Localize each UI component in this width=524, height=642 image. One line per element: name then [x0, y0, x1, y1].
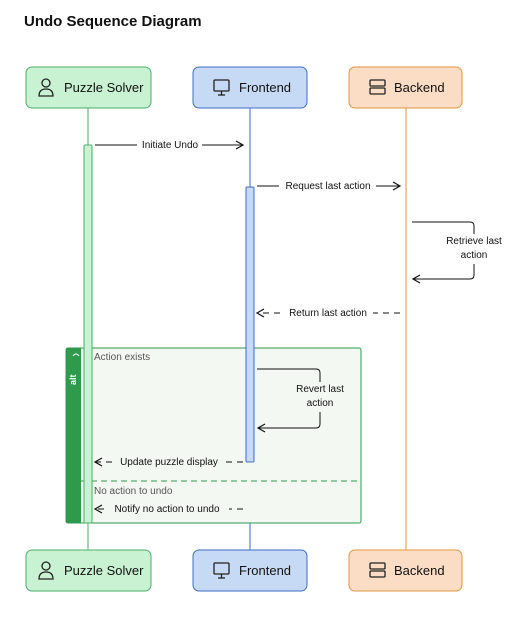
message-label: action [461, 250, 488, 261]
message-update-puzzle-display: Update puzzle display [93, 457, 243, 468]
participant-label: Backend [394, 563, 445, 578]
message-notify-no-action: Notify no action to undo [93, 504, 243, 515]
person-icon [38, 78, 54, 97]
participant-label: Puzzle Solver [64, 80, 144, 95]
participant-frontend-bottom[interactable]: Frontend [192, 549, 308, 592]
participant-backend-top[interactable]: Backend [348, 66, 463, 109]
message-return-last-action: Return last action [255, 308, 400, 319]
server-icon [369, 562, 386, 578]
message-request-last-action: Request last action [257, 181, 402, 192]
message-label: Request last action [285, 181, 370, 192]
frontend-activation-bar [245, 186, 255, 463]
alt-fragment: alt Action exists No action to undo [65, 347, 362, 524]
alt-branch-action-exists: Action exists [94, 352, 150, 363]
message-label: Update puzzle display [120, 457, 218, 468]
alt-branch-no-action: No action to undo [94, 486, 173, 497]
message-label: action [307, 398, 334, 409]
server-icon [369, 79, 386, 95]
message-label: Revert last [296, 384, 344, 395]
message-label: Initiate Undo [142, 140, 199, 151]
participant-label: Frontend [239, 80, 291, 95]
message-initiate-undo: Initiate Undo [95, 140, 245, 151]
participant-frontend-top[interactable]: Frontend [192, 66, 308, 109]
message-label: Notify no action to undo [114, 504, 220, 515]
message-revert-last-action: Revert last action [256, 368, 350, 433]
monitor-icon [213, 562, 230, 579]
diagram-title: Undo Sequence Diagram [24, 13, 202, 30]
message-label: Return last action [289, 308, 367, 319]
participant-label: Backend [394, 80, 445, 95]
participant-label: Puzzle Solver [64, 563, 144, 578]
participant-label: Frontend [239, 563, 291, 578]
participant-puzzle-solver-bottom[interactable]: Puzzle Solver [25, 549, 152, 592]
alt-label: alt [68, 374, 78, 385]
message-retrieve-last-action: Retrieve last action [411, 221, 506, 284]
monitor-icon [213, 79, 230, 96]
solver-activation-bar [83, 144, 93, 524]
participant-backend-bottom[interactable]: Backend [348, 549, 463, 592]
person-icon [38, 561, 54, 580]
message-label: Retrieve last [446, 236, 502, 247]
participant-puzzle-solver-top[interactable]: Puzzle Solver [25, 66, 152, 109]
